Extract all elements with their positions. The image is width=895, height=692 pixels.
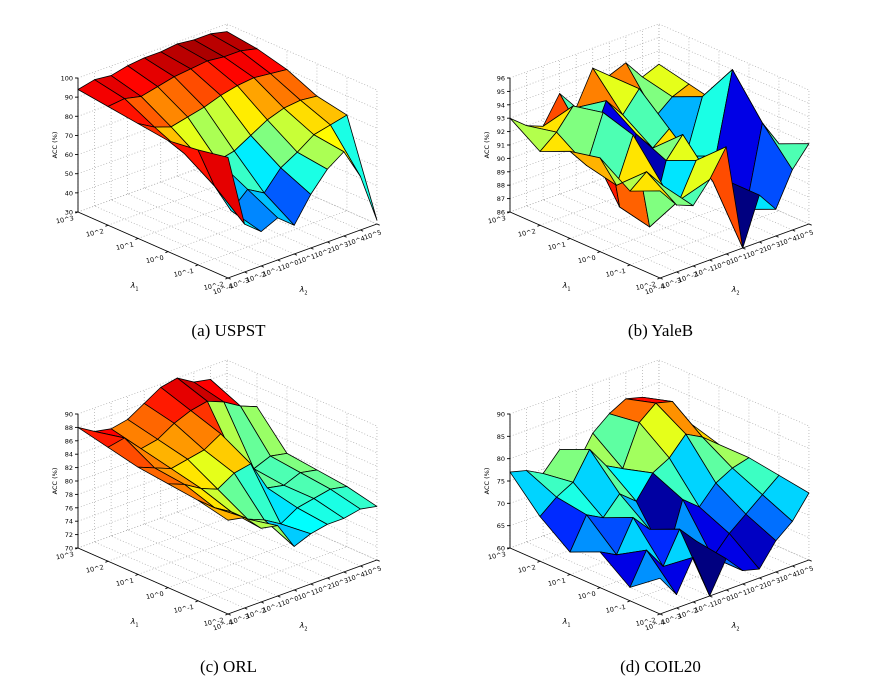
surface-plot-uspst: [10, 6, 447, 318]
caption-coil20: (d) COIL20: [620, 657, 701, 676]
caption-orl: (c) ORL: [199, 657, 258, 676]
caption-uspst: (a) USPST: [191, 321, 266, 340]
caption-yaleb: (b) YaleB: [627, 321, 694, 340]
surface-plot-coil20: [442, 342, 879, 654]
surface-plot-orl: [10, 342, 447, 654]
surface-plot-yaleb: [442, 6, 879, 318]
